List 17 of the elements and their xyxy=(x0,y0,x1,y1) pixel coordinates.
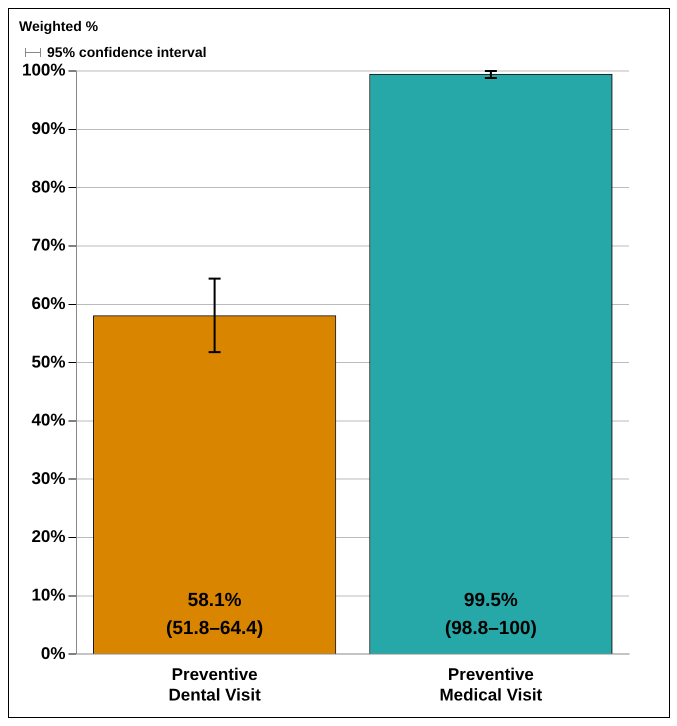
y-axis-title: Weighted % xyxy=(19,18,99,34)
y-tick-label: 40% xyxy=(31,410,66,430)
y-tick-label: 50% xyxy=(31,352,66,372)
y-tick-label: 100% xyxy=(22,60,66,80)
y-tick-label: 20% xyxy=(31,527,66,546)
data-label: 58.1% (51.8–64.4) xyxy=(166,590,264,640)
y-tick-label: 10% xyxy=(31,586,66,605)
x-tick-label: Preventive Dental Visit xyxy=(168,665,262,704)
y-tick-label: 60% xyxy=(31,294,66,313)
x-tick-label: Preventive Medical Visit xyxy=(440,665,543,704)
y-tick-label: 30% xyxy=(31,468,66,488)
y-tick-label: 70% xyxy=(31,236,66,255)
text: 95% confidence interval xyxy=(47,44,207,60)
data-label: 99.5% (98.8–100) xyxy=(444,590,537,640)
y-tick-label: 0% xyxy=(40,644,66,663)
y-tick-label: 90% xyxy=(31,119,66,138)
y-tick-label: 80% xyxy=(31,177,66,196)
